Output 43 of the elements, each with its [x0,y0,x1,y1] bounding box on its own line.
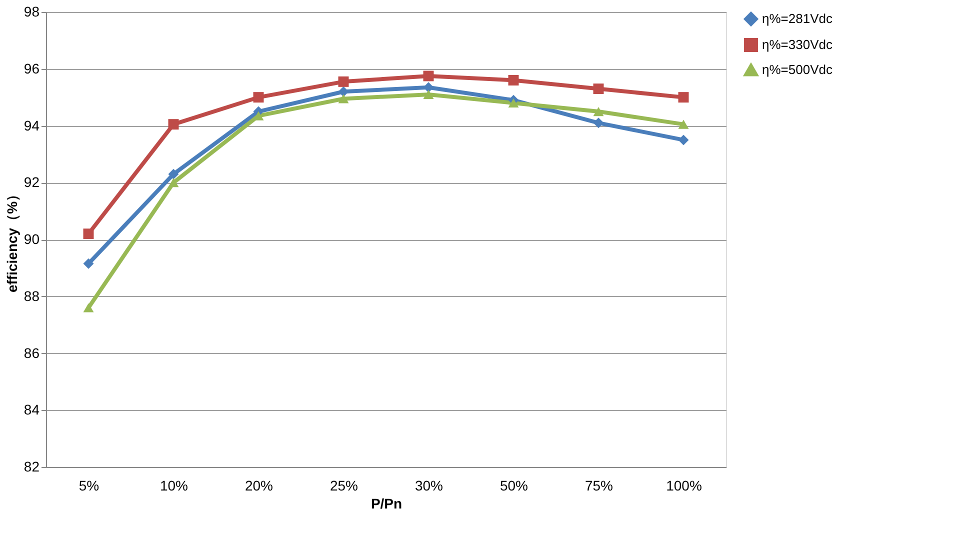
x-tick-label: 75% [584,478,614,494]
y-tick-label: 94 [24,117,40,134]
point [338,76,349,87]
y-tick-label: 96 [24,60,40,76]
point [593,84,604,94]
y-tick-label: 82 [24,458,40,474]
y-tick-label: 98 [24,4,40,20]
x-tick-label: 50% [500,478,528,494]
x-axis-title: P/Pn [370,496,402,512]
point [423,90,434,100]
legend-label: η%=330Vdc [762,37,833,52]
point [83,258,94,269]
point [678,92,689,103]
y-tick-label: 90 [24,231,40,247]
point [678,134,689,146]
point [168,119,179,130]
legend-label: η%=281Vdc [762,11,833,26]
point [423,82,434,93]
x-tick-label: 100% [666,478,702,494]
point [593,106,604,116]
legend-label: η%=500Vdc [762,62,833,77]
point [678,120,689,129]
point [83,303,94,312]
y-tick-label: 84 [24,402,40,418]
point [168,168,179,180]
y-tick-label: 92 [24,174,40,190]
y-tick-label: 88 [24,288,40,304]
x-tick-label: 5% [78,478,100,494]
x-tick-label: 25% [330,478,358,494]
y-axis-title: efficiency（%） [4,187,20,293]
point [253,92,264,103]
point [508,75,519,86]
point [338,86,349,97]
point [423,70,434,82]
x-tick-label: 10% [160,478,188,494]
point [168,178,179,188]
x-tick-label: 20% [244,478,274,494]
point [508,98,519,108]
point [83,228,94,240]
y-tick-label: 86 [24,344,40,361]
point [338,94,349,104]
x-tick-label: 30% [414,478,444,494]
point [593,118,604,128]
